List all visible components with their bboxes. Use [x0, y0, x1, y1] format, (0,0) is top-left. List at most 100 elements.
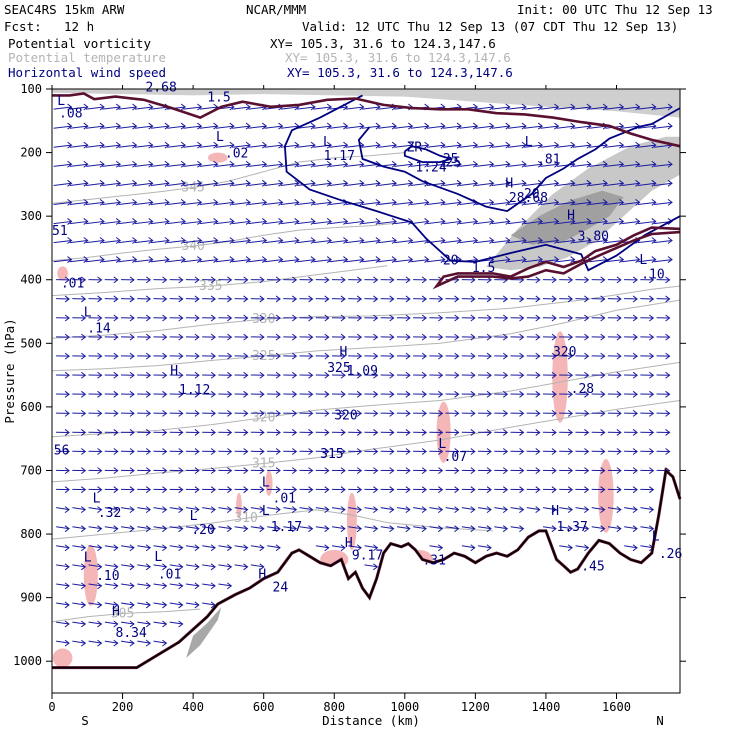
wind-vector-head [81, 371, 87, 379]
wind-vector-head [194, 506, 200, 513]
wind-vector-head [210, 429, 216, 436]
wind-vector [378, 240, 397, 244]
wind-vector-head [291, 467, 298, 475]
wind-vector-head [162, 371, 168, 379]
wind-vector-head [437, 525, 444, 533]
wind-vector-head [148, 141, 154, 149]
wind-vector-head [326, 103, 333, 111]
wind-vector-head [227, 333, 233, 341]
wind-vector-head [489, 179, 495, 187]
wind-vector [524, 220, 543, 225]
wind-vector-head [502, 409, 509, 417]
wind-vector-head [129, 352, 135, 360]
wind-vector [524, 182, 543, 186]
wind-vector [150, 220, 169, 225]
wind-vector-head [551, 371, 557, 379]
wind-vector [378, 201, 397, 206]
wind-vector-head [259, 333, 265, 341]
wind-vector [329, 259, 348, 263]
wind-vector-head [343, 179, 349, 187]
wind-vector [53, 125, 72, 129]
wind-vector-head [278, 122, 284, 130]
wind-vector-head [145, 409, 152, 417]
wind-vector [348, 545, 362, 549]
wind-vector-head [521, 141, 527, 149]
wind-vector [396, 526, 410, 530]
wind-vector [232, 201, 251, 206]
wind-vector [185, 564, 199, 568]
wind-vector [556, 144, 575, 148]
wind-vector [540, 240, 559, 244]
wind-vector-head [421, 429, 427, 436]
wind-vector [250, 507, 264, 511]
wind-vector-head [97, 295, 103, 303]
wind-vector [637, 125, 656, 129]
wind-vector [120, 621, 135, 625]
x-tick-label: 1000 [390, 700, 419, 714]
wind-vector-head [600, 429, 606, 436]
wind-vector-head [408, 122, 414, 130]
wind-vector [69, 201, 88, 206]
wind-vector-head [651, 103, 657, 111]
wind-vector [443, 144, 462, 148]
wind-vector [297, 163, 316, 167]
wind-vector-head [502, 333, 509, 341]
pv-pink-patch [552, 331, 568, 423]
wind-vector [69, 240, 88, 244]
wind-vector-head [570, 141, 576, 149]
wind-vector-head [375, 256, 381, 263]
wind-vector [199, 201, 218, 206]
wind-vector-head [554, 160, 560, 168]
wind-vector [134, 182, 153, 186]
wind-vector [153, 564, 167, 568]
wind-vector [297, 106, 316, 110]
wind-vector-head [632, 486, 638, 494]
wind-vector-head [324, 295, 330, 303]
wind-vector-head [567, 295, 574, 303]
wind-vector-head [308, 390, 314, 398]
wind-vector-head [210, 276, 216, 284]
field-label: H [551, 504, 559, 519]
wind-vector [345, 220, 364, 225]
wind-vector-head [194, 276, 200, 284]
wind-vector-head [454, 390, 460, 398]
wind-vector-head [340, 409, 346, 417]
wind-vector-head [408, 179, 414, 187]
wind-vector-head [194, 563, 200, 571]
wind-vector-head [537, 237, 544, 244]
wind-vector [378, 125, 397, 129]
wind-vector-head [486, 409, 492, 417]
wind-vector-head [132, 141, 138, 149]
wind-vector [134, 125, 153, 129]
wind-vector-head [227, 486, 233, 494]
wind-vector-head [261, 122, 268, 130]
wind-vector-head [275, 390, 281, 398]
wind-vector-head [567, 352, 574, 360]
wind-vector [283, 526, 297, 530]
wind-vectors [53, 103, 673, 647]
wind-vector-head [278, 141, 284, 149]
wind-vector-head [324, 314, 330, 322]
wind-vector-head [64, 352, 70, 360]
wind-vector-head [227, 276, 233, 284]
wind-vector-head [145, 620, 151, 628]
wind-vector [605, 144, 624, 148]
wind-vector [169, 621, 183, 625]
wind-vector-head [567, 333, 574, 341]
wind-vector [361, 144, 380, 148]
wind-vector-head [275, 429, 281, 436]
wind-vector-head [391, 141, 397, 149]
wind-vector [232, 144, 251, 148]
wind-vector-head [373, 333, 379, 341]
wind-vector-head [373, 448, 379, 455]
wind-vector-head [537, 198, 544, 206]
wind-vector-head [278, 198, 284, 206]
wind-vector-head [259, 525, 265, 533]
wind-vector-head [294, 256, 300, 263]
wind-vector-head [243, 314, 249, 322]
wind-vector [589, 240, 608, 244]
wind-vector-head [489, 160, 495, 168]
wind-vector-head [359, 179, 365, 187]
wind-vector-head [456, 160, 462, 168]
wind-vector-head [97, 276, 103, 284]
